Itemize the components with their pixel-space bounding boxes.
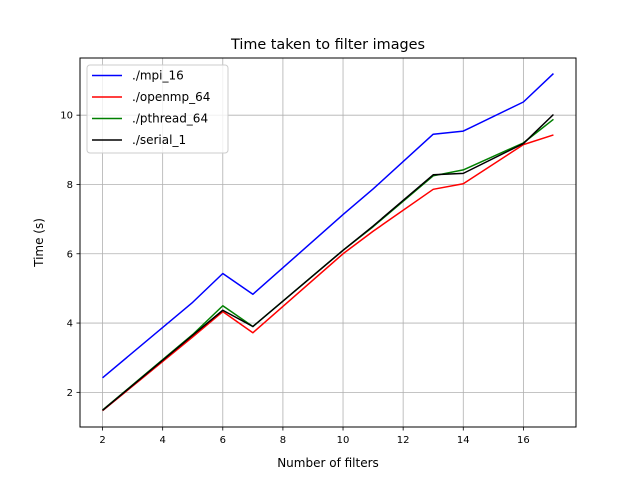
x-tick-label: 10 <box>337 435 350 446</box>
x-tick-label: 14 <box>457 435 470 446</box>
legend-label: ./openmp_64 <box>132 90 210 104</box>
x-tick-label: 16 <box>517 435 530 446</box>
x-axis-label: Number of filters <box>277 456 379 470</box>
y-tick-label: 8 <box>67 180 73 191</box>
series-line-4 <box>102 113 554 411</box>
axis-ticks: 2 4 6 8 10 12 14 16 2 4 6 8 10 <box>60 111 529 446</box>
x-tick-label: 8 <box>280 435 286 446</box>
legend-box <box>86 64 229 154</box>
y-tick-label: 4 <box>67 319 73 330</box>
x-tick-label: 6 <box>220 435 226 446</box>
chart-title: Time taken to filter images <box>230 37 425 53</box>
series-lines <box>102 73 554 412</box>
y-tick-label: 2 <box>67 388 73 399</box>
x-tick-label: 12 <box>397 435 410 446</box>
legend: ./mpi_16 ./openmp_64 ./pthread_64 ./serial_… <box>86 64 229 154</box>
series-line-2 <box>102 134 554 412</box>
y-axis-label: Time (s) <box>32 218 46 268</box>
y-tick-label: 6 <box>67 249 73 260</box>
series-line-1 <box>102 73 554 379</box>
legend-label: ./pthread_64 <box>132 112 208 126</box>
legend-items: ./mpi_16 ./openmp_64 ./pthread_64 ./serial_… <box>92 69 210 147</box>
plot-frame <box>79 57 577 428</box>
legend-label: ./mpi_16 <box>132 69 184 83</box>
x-tick-label: 4 <box>159 435 165 446</box>
x-tick-label: 2 <box>99 435 105 446</box>
y-tick-label: 10 <box>60 111 73 122</box>
legend-label: ./serial_1 <box>132 133 186 147</box>
